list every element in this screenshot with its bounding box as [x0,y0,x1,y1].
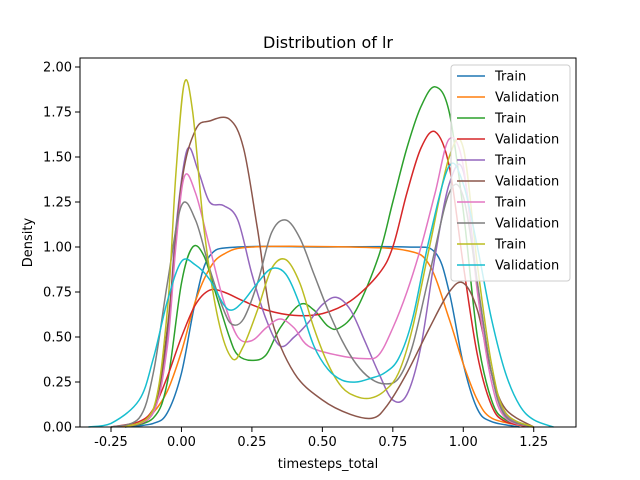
density-curve-4 [110,130,534,428]
y-tick-label: 1.25 [43,196,72,211]
y-tick-label: 1.50 [43,151,72,166]
density-curve-2 [110,245,534,428]
x-tick-label: 1.00 [449,435,478,450]
x-axis-ticks: -0.25 0.00 0.25 0.50 0.75 1.00 1.25 [94,427,548,450]
legend-label: Validation [495,175,559,190]
legend-box [450,64,571,282]
y-tick-label: 0.50 [43,331,72,346]
plot-frame [79,57,577,428]
legend-label: Validation [495,259,559,274]
y-tick-label: 0.75 [43,286,72,301]
density-curve-6 [124,116,535,428]
chart-title: Distribution of lr [263,33,393,52]
legend-label: Validation [495,91,559,106]
x-tick-label: 0.00 [167,435,196,450]
legend-label: Validation [495,217,559,232]
legend-label: Train [494,238,526,253]
legend-label: Train [494,112,526,127]
axes [79,57,577,428]
y-tick-label: 1.00 [43,241,72,256]
legend-label: Train [494,196,526,211]
legend-label: Train [494,154,526,169]
x-tick-label: -0.25 [94,435,128,450]
legend-label: Train [494,70,526,85]
y-axis-ticks: 0.00 0.25 0.50 0.75 1.00 1.25 1.50 1.75 2.00 [43,61,80,436]
y-tick-label: 2.00 [43,61,72,76]
x-tick-label: 0.75 [378,435,407,450]
y-axis-label: Density [21,217,36,267]
x-axis-label: timesteps_total [278,457,379,472]
y-tick-label: 1.75 [43,106,72,121]
x-tick-label: 0.25 [237,435,266,450]
legend: Train Validation Train Validation Train Valid… [450,64,571,282]
x-tick-label: 1.25 [519,435,548,450]
y-tick-label: 0.00 [43,421,72,436]
legend-label: Validation [495,133,559,148]
x-tick-label: 0.50 [308,435,337,450]
y-tick-label: 0.25 [43,376,72,391]
